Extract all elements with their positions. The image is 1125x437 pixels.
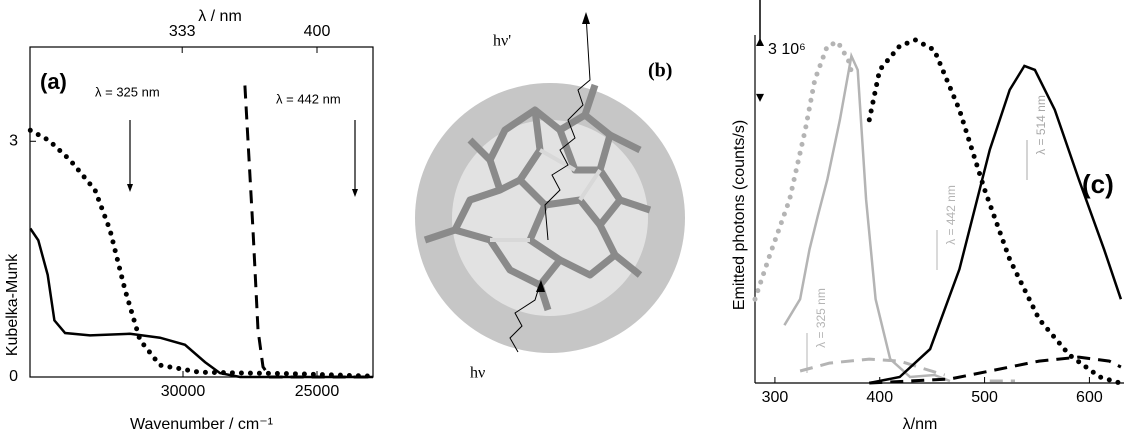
x2-axis-title: λ / nm bbox=[198, 8, 242, 25]
y-tick-label: 0 bbox=[9, 368, 18, 385]
y-axis-title: Emitted photons (counts/s) bbox=[731, 120, 748, 310]
arrowhead bbox=[756, 94, 764, 102]
label: hν' bbox=[493, 33, 511, 50]
x-axis-title: Wavenumber / cm⁻¹ bbox=[130, 416, 273, 433]
series-line bbox=[784, 56, 950, 381]
label: hν bbox=[470, 365, 485, 382]
arrowhead bbox=[756, 38, 764, 46]
x-tick-label: 30000 bbox=[161, 383, 206, 400]
series-line bbox=[245, 86, 373, 378]
annotation: λ = 442 nm bbox=[276, 91, 341, 106]
x-tick-label: 300 bbox=[762, 389, 789, 406]
annotation: λ = 514 nm bbox=[1034, 95, 1048, 155]
arrowhead bbox=[352, 189, 358, 197]
x-axis-title: λ/nm bbox=[903, 416, 938, 433]
figure: hν' hν (b) 30000 25000 333 400 0 3 Wavenumber … bbox=[0, 0, 1125, 437]
annotation: λ = 325 nm bbox=[95, 84, 160, 99]
series-line bbox=[755, 42, 853, 299]
panel-title: (b) bbox=[648, 60, 672, 82]
y-tick-label: 3 bbox=[9, 133, 18, 150]
series-line bbox=[30, 229, 373, 378]
y-axis-title: Kubelka-Munk bbox=[4, 253, 21, 356]
annotation: λ = 442 nm bbox=[944, 185, 958, 245]
panel-title: (a) bbox=[40, 69, 67, 94]
x-tick-label: 25000 bbox=[295, 383, 340, 400]
panel-title: (c) bbox=[1082, 169, 1114, 199]
annotation: λ = 325 nm bbox=[814, 288, 828, 348]
series-line bbox=[30, 130, 373, 376]
scale-bar-label: 3 10⁶ bbox=[768, 41, 806, 58]
x2-tick-label: 333 bbox=[169, 23, 196, 40]
x-tick-label: 500 bbox=[971, 389, 998, 406]
arrowhead bbox=[127, 184, 133, 192]
arrowhead bbox=[582, 12, 590, 24]
x2-tick-label: 400 bbox=[304, 23, 331, 40]
series-line bbox=[869, 40, 1120, 383]
molecule-diagram: hν' hν (b) bbox=[415, 12, 685, 382]
x-tick-label: 400 bbox=[866, 389, 893, 406]
x-tick-label: 600 bbox=[1076, 389, 1103, 406]
